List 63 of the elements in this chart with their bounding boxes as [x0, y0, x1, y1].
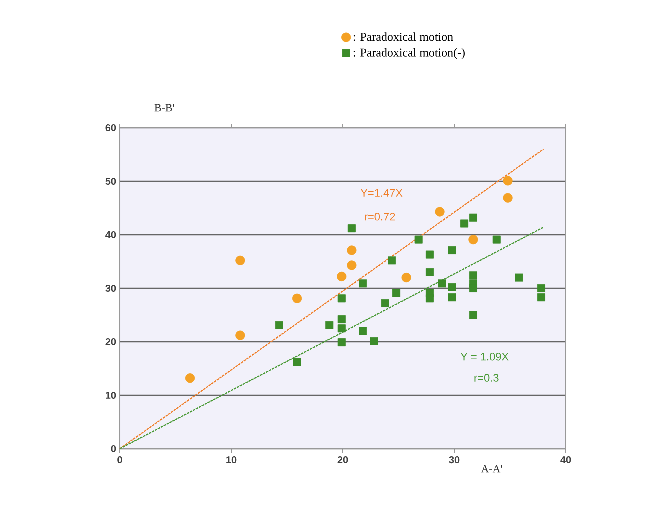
point — [293, 358, 302, 366]
point — [275, 321, 284, 330]
point — [537, 284, 546, 292]
point — [469, 311, 478, 320]
point — [468, 235, 478, 245]
y-tick-label: 60 — [106, 124, 116, 132]
point — [460, 220, 469, 228]
legend-label: : Paradoxical motion — [354, 32, 454, 42]
point — [438, 280, 446, 288]
point — [469, 284, 478, 292]
x-tick-label: 0 — [118, 456, 122, 464]
annotation: r=0.3 — [474, 374, 499, 382]
point — [347, 260, 357, 270]
point — [414, 236, 423, 244]
annotation: Y = 1.09X — [460, 352, 509, 361]
point — [185, 374, 196, 384]
point — [359, 327, 368, 336]
x-tick-label: 30 — [449, 456, 460, 464]
point — [392, 289, 401, 298]
x-tick-label: 20 — [338, 456, 348, 464]
point — [381, 299, 390, 308]
point — [469, 272, 478, 280]
point — [347, 246, 357, 256]
point — [426, 268, 434, 276]
point — [469, 214, 478, 222]
point — [448, 246, 456, 254]
point — [338, 338, 346, 347]
point — [402, 272, 412, 283]
point — [503, 193, 513, 203]
legend-label: : Paradoxical motion(-) — [354, 48, 465, 60]
point — [292, 294, 302, 304]
y-tick-label: 0 — [111, 445, 116, 453]
point — [236, 256, 246, 266]
point — [426, 250, 434, 259]
point — [537, 294, 546, 302]
x-axis-title: A-A' — [481, 465, 502, 473]
point — [326, 321, 334, 330]
x-tick-label: 10 — [226, 456, 237, 464]
point — [435, 207, 445, 217]
y-tick-label: 20 — [106, 338, 116, 346]
annotation: Y=1.47X — [360, 189, 403, 197]
point — [338, 316, 346, 324]
y-tick-label: 10 — [106, 392, 116, 400]
point — [337, 272, 347, 282]
point — [515, 274, 524, 282]
point — [338, 294, 346, 303]
point — [492, 236, 501, 244]
point — [426, 294, 434, 303]
point — [348, 224, 356, 233]
y-axis-title: B-B' — [154, 104, 174, 112]
x-tick-label: 40 — [560, 456, 572, 464]
point — [503, 176, 513, 186]
point — [236, 330, 246, 340]
y-tick-label: 50 — [106, 178, 116, 186]
point — [448, 294, 456, 302]
point — [388, 256, 396, 265]
y-tick-label: 40 — [106, 231, 116, 239]
y-tick-label: 30 — [106, 284, 116, 292]
annotation: r=0.72 — [365, 213, 396, 221]
point — [338, 324, 346, 333]
point — [370, 337, 378, 346]
point — [359, 280, 368, 288]
point — [448, 283, 456, 292]
